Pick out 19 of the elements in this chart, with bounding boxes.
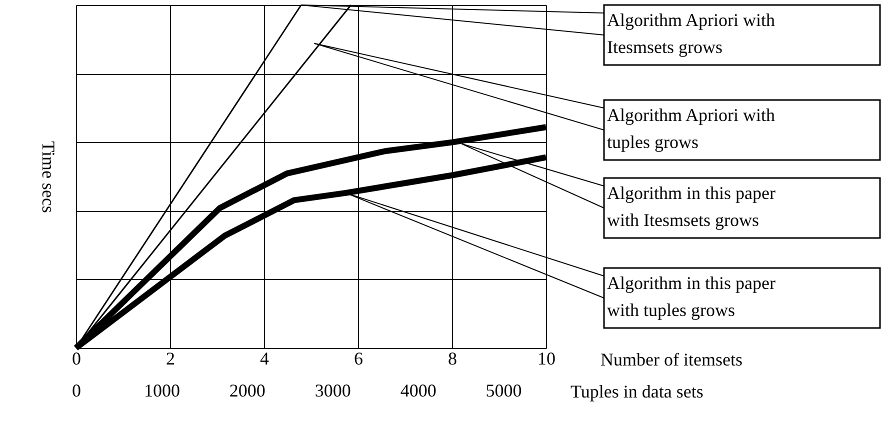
x2-tick-label: 2000 (229, 380, 266, 400)
x2-axis-title: Tuples in data sets (570, 382, 704, 402)
x-tick-label: 10 (538, 348, 556, 368)
y-axis-title: Time secs (38, 141, 58, 213)
x2-tick-label: 5000 (486, 380, 522, 400)
x-tick-label: 8 (448, 348, 457, 368)
x2-tick-label: 3000 (314, 380, 351, 400)
annotation: Algorithm Apriori with Itesmsets grows (607, 10, 775, 57)
x-tick-label: 0 (72, 348, 81, 368)
x-axis-title: Number of itemsets (600, 350, 742, 370)
x-tick-label: 6 (354, 348, 363, 368)
annotation: Algorithm Apriori with tuples grows (607, 105, 775, 152)
x2-tick-label: 1000 (144, 380, 180, 400)
x-tick-label: 2 (166, 348, 175, 368)
annotation: Algorithm in this paper with tuples grows (607, 273, 776, 320)
x2-tick-label: 0 (72, 380, 81, 400)
x2-tick-label: 4000 (400, 380, 436, 400)
x-tick-label: 4 (260, 348, 269, 368)
annotation: Algorithm in this paper with Itesmsets grows (607, 183, 776, 230)
